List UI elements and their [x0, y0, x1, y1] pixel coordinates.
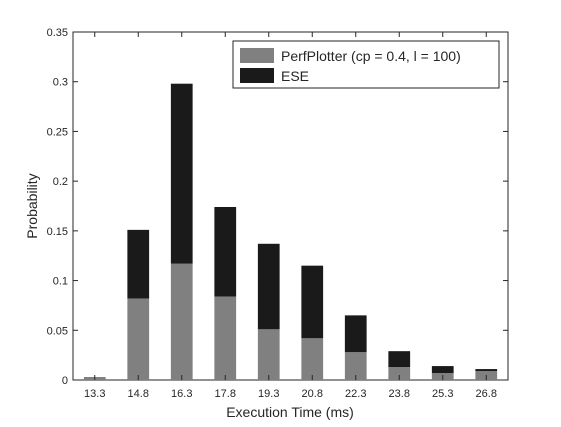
x-axis-label: Execution Time (ms) — [226, 404, 354, 420]
y-tick-label-5: 0.25 — [47, 126, 68, 138]
y-tick-label-1: 0.05 — [47, 325, 68, 337]
y-tick-label-7: 0.35 — [47, 27, 68, 39]
bar-perfplotter-23.8 — [388, 367, 411, 380]
x-tick-label-4: 19.3 — [258, 388, 279, 400]
bar-ese-25.3 — [431, 366, 454, 374]
y-axis-label: Probability — [24, 173, 40, 238]
y-tick-label-3: 0.15 — [47, 226, 68, 238]
legend-label-ese: ESE — [281, 68, 309, 84]
x-tick-label-9: 26.8 — [476, 388, 497, 400]
bar-ese-16.3 — [170, 83, 193, 264]
x-tick-label-2: 16.3 — [171, 388, 192, 400]
legend-label-perfplotter: PerfPlotter (cp = 0.4, l = 100) — [281, 48, 461, 64]
legend-box — [232, 40, 500, 89]
x-tick-label-8: 25.3 — [432, 388, 453, 400]
bar-perfplotter-22.3 — [344, 352, 367, 380]
bar-ese-19.3 — [257, 243, 280, 330]
bar-ese-26.8 — [475, 369, 498, 372]
y-tick-label-6: 0.3 — [53, 77, 68, 89]
bar-ese-23.8 — [388, 351, 411, 368]
y-tick-label-0: 0 — [62, 375, 68, 387]
bars-group — [83, 83, 498, 380]
y-tick-label-2: 0.1 — [53, 276, 68, 288]
legend-swatch-ese — [240, 68, 274, 83]
y-tick-label-4: 0.2 — [53, 176, 68, 188]
bar-perfplotter-19.3 — [257, 329, 280, 380]
x-tick-label-7: 23.8 — [389, 388, 410, 400]
x-tick-label-3: 17.8 — [215, 388, 236, 400]
x-axis: 13.3 14.8 16.3 17.8 19.3 20.8 22.3 23.8 25.3 26.8 — [84, 32, 497, 400]
x-tick-label-1: 14.8 — [128, 388, 149, 400]
x-tick-label-6: 22.3 — [345, 388, 366, 400]
x-tick-label-0: 13.3 — [84, 388, 105, 400]
bar-perfplotter-17.8 — [214, 296, 237, 380]
x-tick-label-5: 20.8 — [302, 388, 323, 400]
bar-ese-22.3 — [344, 315, 367, 353]
legend-swatch-perfplotter — [240, 48, 274, 63]
bar-ese-20.8 — [301, 265, 324, 339]
legend: PerfPlotter (cp = 0.4, l = 100) ESE — [232, 40, 500, 89]
bar-perfplotter-16.3 — [170, 263, 193, 380]
y-axis: 0 0.05 0.1 0.15 0.2 0.25 0.3 0.35 — [47, 27, 508, 387]
bar-ese-17.8 — [214, 206, 237, 297]
bar-perfplotter-14.8 — [127, 298, 150, 380]
bar-ese-14.8 — [127, 229, 150, 299]
bar-perfplotter-20.8 — [301, 338, 324, 380]
